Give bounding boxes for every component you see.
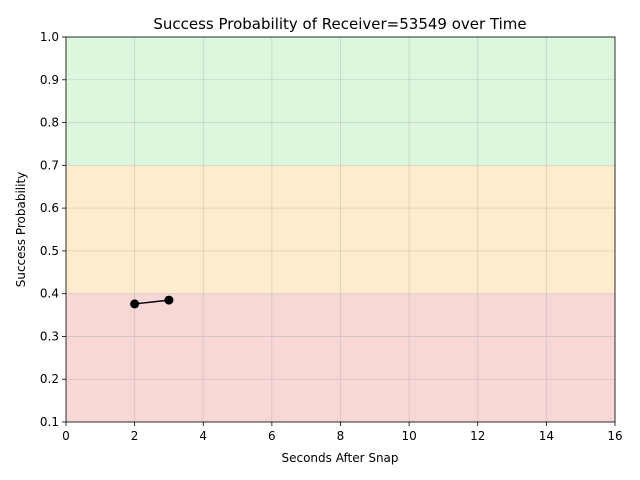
y-tick-label: 0.1 [40, 415, 59, 429]
series-layer [130, 295, 174, 309]
x-axis-label: Seconds After Snap [281, 451, 398, 465]
x-tick-label: 2 [131, 429, 139, 443]
y-tick-label: 0.7 [40, 158, 59, 172]
x-tick-label: 14 [539, 429, 554, 443]
x-tick-label: 6 [268, 429, 276, 443]
y-tick-label: 0.2 [40, 372, 59, 386]
y-tick-label: 0.5 [40, 244, 59, 258]
x-tick-label: 10 [401, 429, 416, 443]
y-tick-label: 0.3 [40, 329, 59, 343]
y-axis-ticks: 0.1 0.2 0.3 0.4 0.5 0.6 0.7 0.8 0.9 1.0 [40, 30, 66, 429]
x-tick-label: 0 [62, 429, 70, 443]
y-axis-label: Success Probability [14, 172, 28, 288]
x-tick-label: 4 [199, 429, 207, 443]
y-tick-label: 1.0 [40, 30, 59, 44]
series-line-0 [134, 299, 170, 305]
data-point [130, 299, 140, 309]
chart-title: Success Probability of Receiver=53549 ov… [153, 15, 526, 33]
x-tick-label: 8 [337, 429, 345, 443]
y-tick-label: 0.8 [40, 116, 59, 130]
x-axis-ticks: 0 2 4 6 8 10 12 14 16 [62, 422, 623, 443]
x-tick-label: 12 [470, 429, 485, 443]
y-tick-label: 0.6 [40, 201, 59, 215]
y-tick-label: 0.4 [40, 287, 59, 301]
data-point [164, 295, 174, 305]
x-tick-label: 16 [607, 429, 622, 443]
y-tick-label: 0.9 [40, 73, 59, 87]
